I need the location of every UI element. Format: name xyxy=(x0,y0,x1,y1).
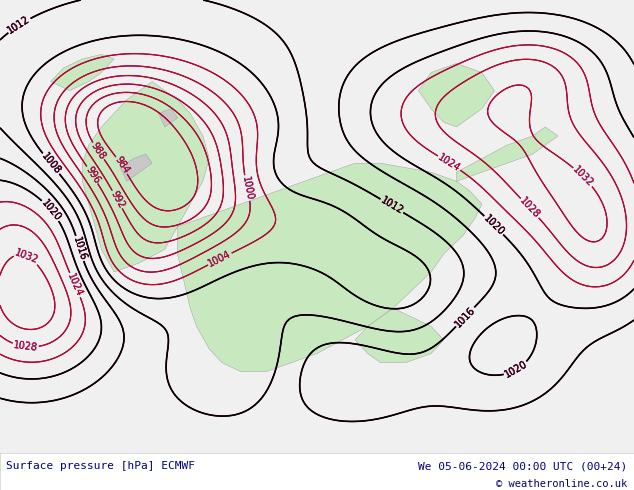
Text: 1012: 1012 xyxy=(6,14,32,36)
Text: 1020: 1020 xyxy=(481,213,506,238)
Polygon shape xyxy=(51,54,114,91)
Text: 1016: 1016 xyxy=(71,235,88,262)
Text: 996: 996 xyxy=(83,165,101,185)
Text: 992: 992 xyxy=(108,189,126,210)
Text: © weatheronline.co.uk: © weatheronline.co.uk xyxy=(496,480,628,490)
Text: 1008: 1008 xyxy=(39,151,63,176)
Text: 1024: 1024 xyxy=(436,152,462,174)
Text: 1016: 1016 xyxy=(453,305,477,329)
Text: 1028: 1028 xyxy=(13,340,38,353)
Text: 1032: 1032 xyxy=(571,165,595,189)
Text: 1012: 1012 xyxy=(6,14,32,36)
Text: 1028: 1028 xyxy=(13,340,38,353)
Text: 1020: 1020 xyxy=(503,359,529,380)
Text: 1016: 1016 xyxy=(71,235,88,262)
Polygon shape xyxy=(355,308,444,363)
Text: Surface pressure [hPa] ECMWF: Surface pressure [hPa] ECMWF xyxy=(6,461,195,471)
Text: 1032: 1032 xyxy=(13,247,40,266)
Polygon shape xyxy=(456,127,558,181)
Text: 1020: 1020 xyxy=(39,197,63,223)
Polygon shape xyxy=(158,109,178,127)
Text: 1020: 1020 xyxy=(481,213,506,238)
Text: 1012: 1012 xyxy=(378,196,405,217)
Text: 1016: 1016 xyxy=(71,235,88,262)
Text: 1016: 1016 xyxy=(453,305,477,329)
Text: 1020: 1020 xyxy=(39,197,63,223)
Text: 1020: 1020 xyxy=(503,359,529,380)
Text: 1004: 1004 xyxy=(207,249,233,269)
Polygon shape xyxy=(120,154,152,181)
Text: 1020: 1020 xyxy=(39,197,63,223)
Text: 1024: 1024 xyxy=(65,272,84,298)
Text: 1012: 1012 xyxy=(378,196,405,217)
Text: 1004: 1004 xyxy=(207,249,233,269)
Text: 1016: 1016 xyxy=(453,305,477,329)
Text: 1024: 1024 xyxy=(65,272,84,298)
Text: 1012: 1012 xyxy=(6,14,32,36)
Text: 1032: 1032 xyxy=(571,165,595,189)
Text: 988: 988 xyxy=(89,141,108,162)
Text: 984: 984 xyxy=(112,155,131,176)
Text: 1008: 1008 xyxy=(39,151,63,176)
Text: 988: 988 xyxy=(89,141,108,162)
Text: 1024: 1024 xyxy=(436,152,462,174)
Text: 1032: 1032 xyxy=(13,247,40,266)
Text: 1000: 1000 xyxy=(240,175,254,201)
Text: 1020: 1020 xyxy=(481,213,506,238)
Text: 996: 996 xyxy=(83,165,101,185)
Text: 1012: 1012 xyxy=(378,196,405,217)
Text: 1028: 1028 xyxy=(518,196,542,220)
Polygon shape xyxy=(178,163,482,371)
Text: 992: 992 xyxy=(108,189,126,210)
Text: We 05-06-2024 00:00 UTC (00+24): We 05-06-2024 00:00 UTC (00+24) xyxy=(418,461,628,471)
Text: 1020: 1020 xyxy=(503,359,529,380)
Polygon shape xyxy=(82,82,209,272)
Text: 984: 984 xyxy=(112,155,131,176)
Text: 1028: 1028 xyxy=(518,196,542,220)
Text: 1000: 1000 xyxy=(240,175,254,201)
Polygon shape xyxy=(418,64,495,127)
Text: 1008: 1008 xyxy=(39,151,63,176)
